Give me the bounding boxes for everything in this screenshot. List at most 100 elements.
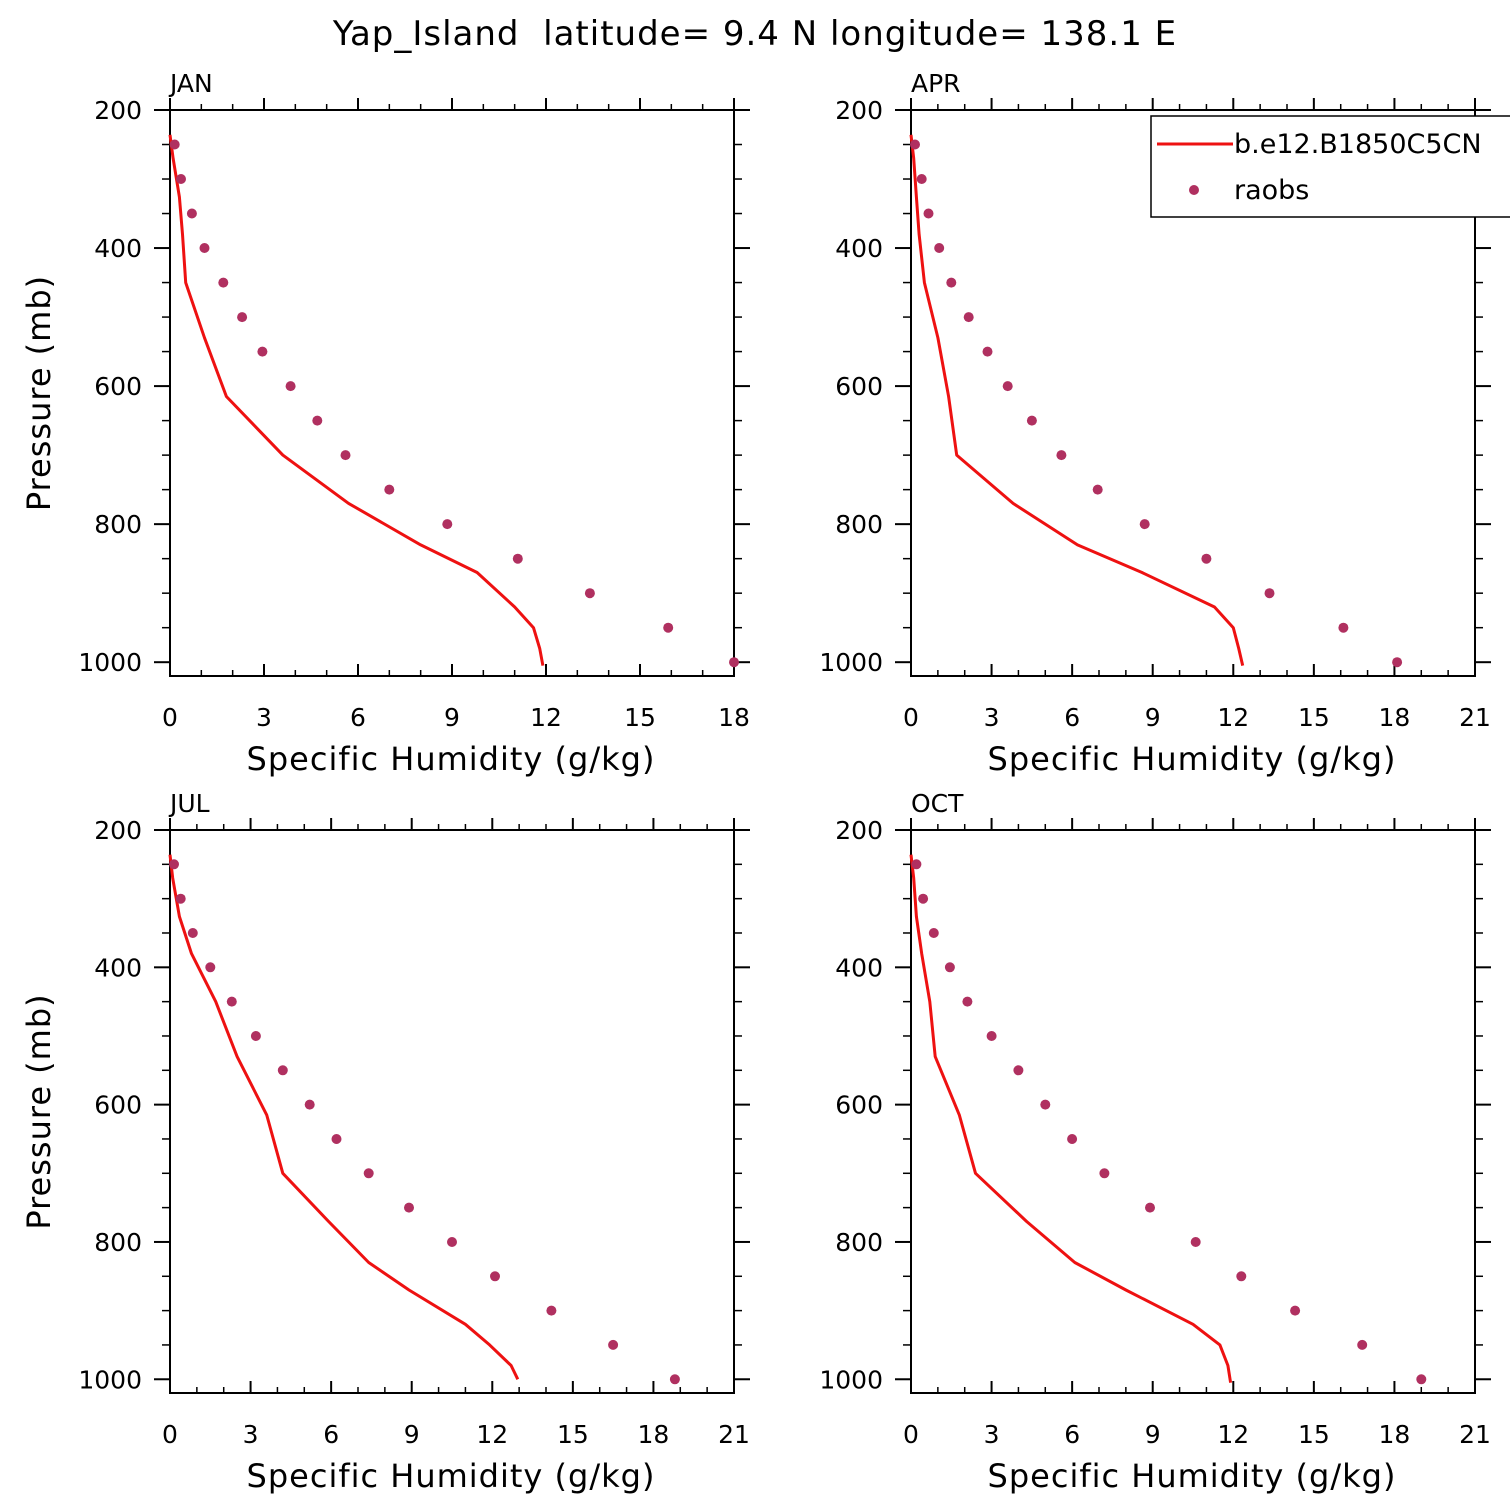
raobs-point [199,243,210,253]
legend-box [1150,115,1510,218]
raobs-point [250,1031,261,1041]
y-tick-label: 200 [94,96,142,125]
raobs-point [490,1271,500,1282]
raobs-point [934,243,945,253]
raobs-point [404,1202,414,1213]
raobs-point [1056,450,1067,461]
raobs-point [512,553,523,564]
raobs-point [176,174,186,184]
raobs-point [285,381,296,392]
x-tick-label: 21 [718,1420,750,1449]
model-profile-line [909,854,1233,1383]
x-tick-label: 12 [530,703,562,732]
x-axis-label: Specific Humidity (g/kg) [247,740,656,778]
figure-title: Yap_Island latitude= 9.4 N longitude= 13… [332,14,1177,54]
y-tick-label: 400 [94,234,142,263]
x-tick-label: 0 [903,703,919,732]
raobs-point [331,1134,342,1144]
raobs-point [277,1065,288,1076]
raobs-point [608,1339,619,1350]
y-tick-label: 800 [94,1228,142,1257]
raobs-point [928,928,939,938]
y-axis-label: Pressure (mb) [20,275,58,511]
x-tick-label: 0 [162,1420,178,1449]
y-tick-label: 600 [835,372,883,401]
raobs-point [187,928,198,938]
x-tick-label: 9 [1145,703,1161,732]
x-tick-label: 15 [1298,703,1330,732]
y-tick-label: 1000 [819,648,883,677]
legend: b.e12.B1850C5CN raobs [1150,115,1510,218]
x-tick-label: 18 [638,1420,670,1449]
raobs-point [169,859,179,870]
raobs-point [1040,1099,1051,1110]
raobs-point [963,312,974,323]
raobs-point [205,962,216,973]
y-tick-label: 800 [835,1228,883,1257]
panel-jul: JUL 0 3 6 9 12 15 18 21 200 400 600 800 1000 Specific … [20,789,750,1495]
raobs-point [1145,1202,1155,1213]
panel-title: OCT [911,789,964,818]
y-tick-label: 200 [835,96,883,125]
plot-frame [910,829,1476,1394]
raobs-point [546,1305,557,1316]
x-tick-label: 9 [1145,1420,1161,1449]
raobs-point [304,1099,315,1110]
x-tick-label: 6 [1064,703,1080,732]
raobs-point [1190,1237,1201,1247]
raobs-point [729,657,739,668]
raobs-point [1236,1271,1247,1282]
raobs-point [340,450,351,461]
raobs-point [1026,415,1037,426]
raobs-point [237,312,248,323]
x-tick-label: 18 [718,703,750,732]
model-profile-line [909,134,1245,666]
raobs-point [962,996,973,1007]
panel-title: JAN [168,69,213,98]
y-tick-label: 600 [94,372,142,401]
y-axis-label: Pressure (mb) [20,993,58,1229]
y-tick-label: 200 [835,816,883,845]
raobs-point [1002,381,1013,392]
raobs-point [175,893,186,904]
raobs-point [226,996,237,1007]
x-tick-label: 18 [1379,1420,1411,1449]
raobs-point [1013,1065,1024,1076]
raobs-point [918,893,929,904]
raobs-point [1290,1305,1301,1316]
raobs-point [1264,588,1275,599]
model-profile-line [168,134,545,666]
plot-frame [169,829,735,1394]
raobs-point [910,139,920,150]
raobs-point [1067,1134,1078,1144]
x-tick-label: 21 [1459,703,1491,732]
x-tick-label: 0 [903,1420,919,1449]
raobs-point [384,484,395,495]
raobs-point [1392,657,1403,668]
raobs-point [186,208,197,219]
raobs-point [442,519,453,530]
legend-marker-swatch [1189,185,1199,195]
x-tick-label: 6 [323,1420,339,1449]
raobs-point [169,139,180,150]
raobs-point [911,859,922,870]
raobs-point [1416,1374,1427,1385]
raobs-point [944,962,955,973]
y-tick-label: 400 [94,953,142,982]
raobs-point [312,415,323,426]
y-tick-label: 400 [835,953,883,982]
raobs-point [257,346,268,357]
panel-jan: JAN 0 3 6 9 12 15 18 200 400 600 800 1000 Specific Hu… [20,69,750,778]
raobs-point [1099,1168,1110,1179]
raobs-point [218,277,229,288]
x-axis-label: Specific Humidity (g/kg) [247,1457,656,1495]
legend-model-label: b.e12.B1850C5CN [1234,129,1482,160]
y-tick-label: 200 [94,816,142,845]
y-tick-label: 1000 [78,1365,142,1394]
y-tick-label: 1000 [78,648,142,677]
raobs-point [916,174,927,184]
y-tick-label: 400 [835,234,883,263]
panel-oct: OCT 0 3 6 9 12 15 18 21 200 400 600 800 1000 Specific … [819,789,1491,1495]
panel-apr: APR 0 3 6 9 12 15 18 21 200 400 600 800 1000 Specific … [819,69,1491,778]
